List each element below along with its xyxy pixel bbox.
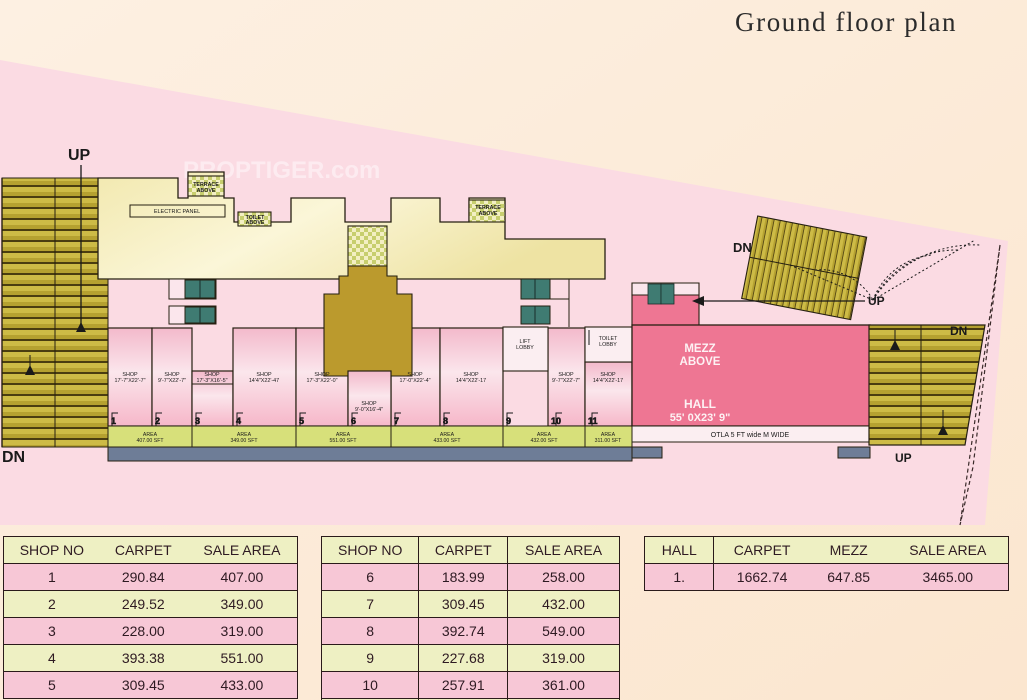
svg-text:14'4"X22'-17: 14'4"X22'-17 [593,378,623,384]
svg-text:ELECTRIC PANEL: ELECTRIC PANEL [154,209,200,215]
svg-text:14'4"X22'-17: 14'4"X22'-17 [456,378,486,384]
svg-text:14'4"X22'-47: 14'4"X22'-47 [249,378,279,384]
svg-text:LOBBY: LOBBY [599,342,617,348]
svg-text:433.00 SFT: 433.00 SFT [433,438,461,444]
svg-text:LOBBY: LOBBY [516,345,534,351]
svg-text:551.00 SFT: 551.00 SFT [329,438,357,444]
svg-text:349.00 SFT: 349.00 SFT [230,438,258,444]
svg-text:OTLA 5 FT wide M WIDE: OTLA 5 FT wide M WIDE [711,432,790,439]
svg-text:ABOVE: ABOVE [479,211,498,217]
svg-text:432.00 SFT: 432.00 SFT [530,438,558,444]
svg-text:17'-7"X22'-7": 17'-7"X22'-7" [114,378,145,384]
svg-text:311.00 SFT: 311.00 SFT [595,438,623,444]
svg-text:11: 11 [588,416,598,426]
svg-text:ABOVE: ABOVE [246,220,265,226]
svg-text:UP: UP [68,147,91,164]
svg-text:9'-0"X16'-4": 9'-0"X16'-4" [355,407,383,413]
svg-text:DN: DN [733,240,752,255]
svg-text:ABOVE: ABOVE [197,188,216,194]
svg-text:ABOVE: ABOVE [680,356,721,368]
svg-text:55' 0X23' 9": 55' 0X23' 9" [670,412,731,424]
svg-text:DN: DN [950,324,967,338]
svg-text:17'-3"X16'-5": 17'-3"X16'-5" [196,378,227,384]
svg-text:UP: UP [868,294,885,308]
svg-text:HALL: HALL [684,397,716,411]
svg-text:17'-3"X22'-0": 17'-3"X22'-0" [306,378,337,384]
svg-text:MEZZ: MEZZ [684,343,715,355]
svg-text:9'-7"X22'-7": 9'-7"X22'-7" [552,378,580,384]
svg-text:9'-7"X22'-7": 9'-7"X22'-7" [158,378,186,384]
svg-text:UP: UP [895,451,912,465]
svg-text:407.00 SFT: 407.00 SFT [136,438,164,444]
svg-text:17'-0"X22'-4": 17'-0"X22'-4" [399,378,430,384]
svg-text:DN: DN [2,449,25,466]
